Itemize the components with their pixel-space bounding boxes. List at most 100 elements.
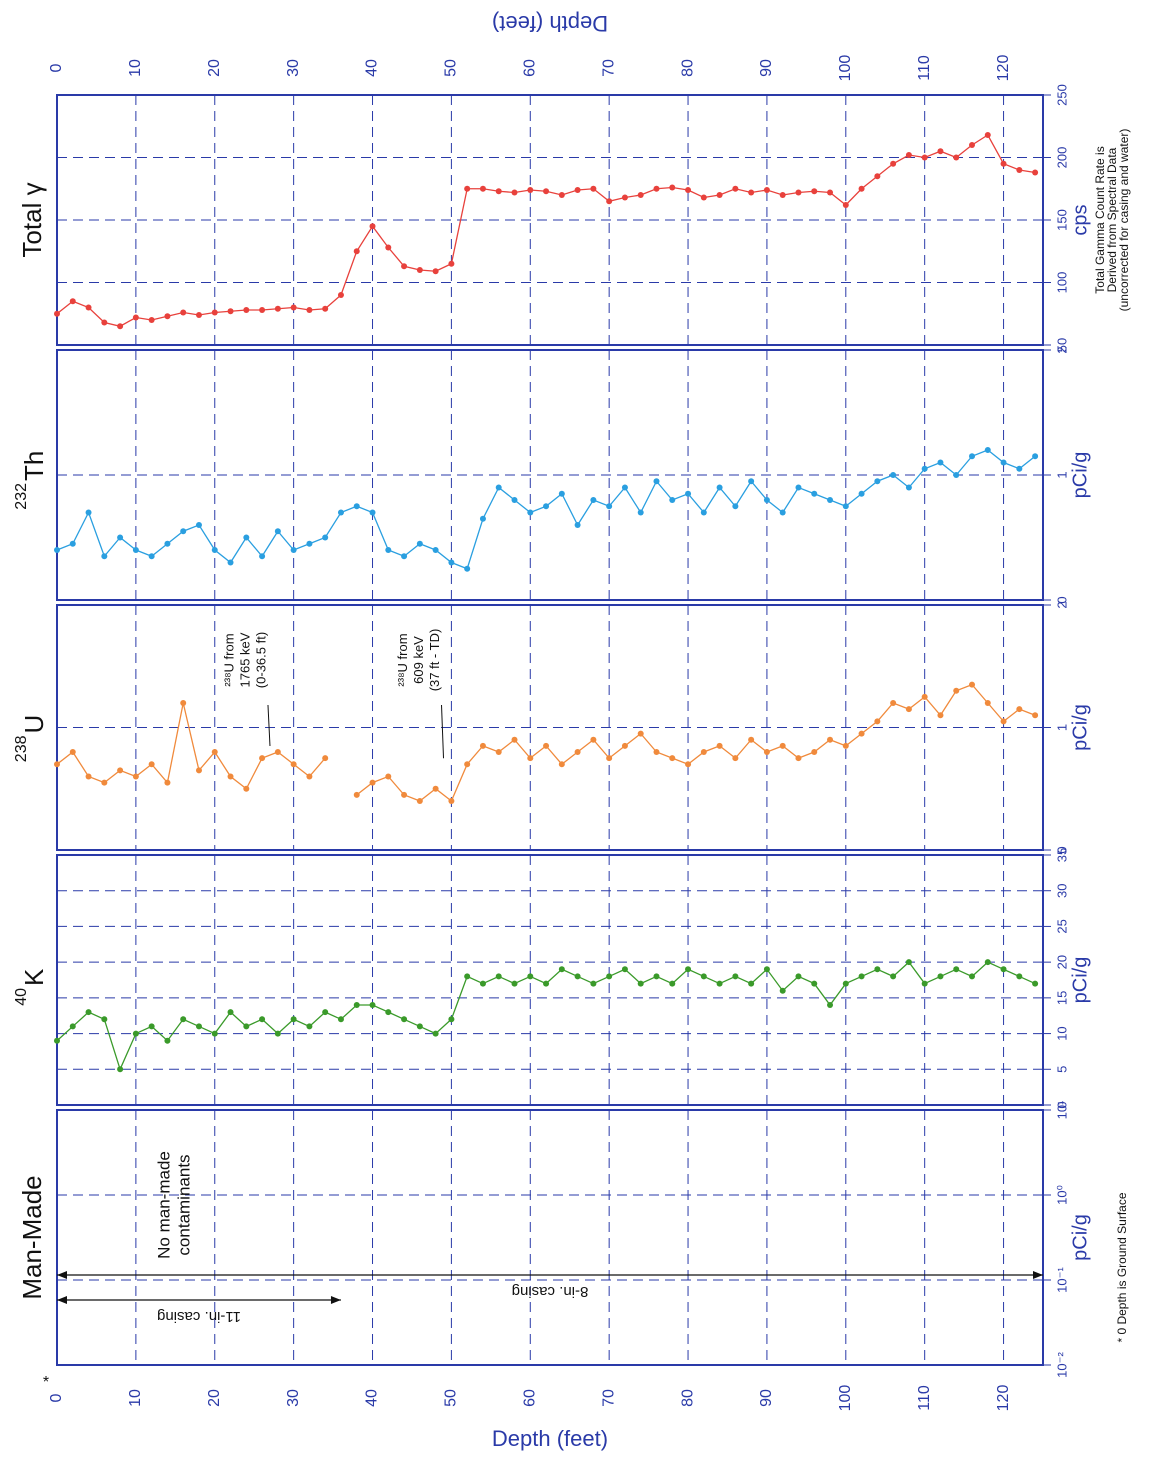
x-tick-label: 10	[127, 59, 144, 77]
data-point	[132, 314, 139, 321]
data-point	[322, 755, 329, 762]
data-point	[495, 484, 502, 491]
data-point	[558, 192, 565, 198]
data-point	[574, 522, 581, 528]
y-tick-label: 200	[1054, 147, 1069, 169]
data-point	[905, 959, 912, 966]
x-tick-label: 20	[206, 1389, 223, 1407]
data-point	[337, 1016, 344, 1023]
data-point	[464, 973, 471, 980]
data-point	[180, 309, 187, 316]
data-point	[921, 154, 928, 161]
data-point	[716, 742, 723, 749]
data-point	[732, 503, 739, 510]
data-point	[763, 966, 770, 973]
data-point	[54, 1037, 60, 1044]
annotation: No man-made	[154, 1151, 173, 1259]
y-tick-label: 1	[1054, 724, 1069, 731]
data-point	[464, 185, 471, 192]
data-point	[937, 712, 944, 719]
data-point	[700, 509, 707, 516]
data-point	[416, 1023, 423, 1030]
data-point	[779, 509, 786, 516]
data-point	[274, 749, 281, 755]
data-point	[1000, 966, 1007, 973]
data-point	[306, 540, 313, 547]
data-point	[211, 1030, 218, 1037]
y-tick-label: 15	[1054, 991, 1069, 1005]
data-point	[479, 185, 486, 192]
data-point	[101, 319, 108, 326]
data-point	[69, 540, 76, 547]
footnote: * 0 Depth is Ground Surface	[1115, 1192, 1129, 1342]
data-point	[653, 185, 660, 192]
x-tick-label: 100	[837, 55, 854, 82]
data-point	[890, 700, 897, 706]
data-point	[637, 980, 644, 987]
data-point	[385, 773, 392, 780]
data-point	[69, 1023, 76, 1030]
data-point	[1016, 167, 1023, 173]
panel-title: K	[19, 968, 49, 986]
data-point	[243, 1023, 250, 1030]
data-point	[543, 503, 550, 510]
data-point	[211, 547, 218, 553]
data-point	[274, 1030, 281, 1037]
data-point	[1000, 459, 1007, 466]
data-point	[369, 1002, 376, 1008]
footnote-mark: *	[43, 1374, 49, 1391]
data-point	[432, 1030, 439, 1037]
data-point	[842, 202, 849, 208]
data-point	[432, 268, 439, 275]
data-point	[621, 966, 628, 973]
data-point	[85, 304, 92, 311]
data-point	[1016, 973, 1023, 980]
data-point	[858, 730, 865, 737]
data-point	[401, 263, 408, 270]
data-point	[700, 749, 707, 755]
data-point	[953, 687, 960, 694]
data-point	[290, 304, 297, 311]
data-point	[180, 700, 187, 706]
data-point	[905, 152, 912, 158]
casing-label: 11-in. casing	[157, 1308, 241, 1325]
data-point	[621, 742, 628, 749]
data-point	[590, 980, 597, 987]
data-point	[969, 973, 976, 980]
data-point	[921, 693, 928, 700]
data-point	[432, 547, 439, 553]
data-point	[811, 980, 818, 987]
data-point	[574, 749, 581, 755]
y-axis-unit: cps	[1069, 204, 1091, 235]
data-point	[874, 718, 881, 725]
data-point	[858, 490, 865, 497]
data-point	[842, 503, 849, 510]
data-point	[306, 1023, 313, 1030]
data-point	[401, 553, 408, 560]
x-tick-label: 30	[285, 1389, 302, 1407]
data-point	[369, 779, 376, 786]
data-point	[921, 465, 928, 472]
data-point	[101, 553, 108, 560]
data-point	[243, 785, 250, 792]
data-point	[685, 966, 692, 973]
data-point	[590, 736, 597, 743]
data-point	[811, 188, 818, 195]
panel-title: Man-Made	[17, 1175, 47, 1299]
data-point	[227, 773, 234, 780]
data-point	[969, 142, 976, 148]
y-axis-unit: pCi/g	[1069, 704, 1091, 751]
data-point	[148, 553, 155, 560]
data-point	[527, 755, 534, 762]
data-point	[716, 980, 723, 987]
data-point	[495, 749, 502, 755]
x-tick-label: 120	[995, 1385, 1012, 1412]
data-point	[243, 534, 250, 541]
data-point	[211, 749, 218, 755]
data-point	[716, 192, 723, 198]
data-point	[606, 503, 613, 510]
data-point	[700, 194, 707, 201]
data-point	[511, 736, 518, 743]
data-point	[148, 761, 155, 768]
x-tick-label: 100	[837, 1385, 854, 1412]
